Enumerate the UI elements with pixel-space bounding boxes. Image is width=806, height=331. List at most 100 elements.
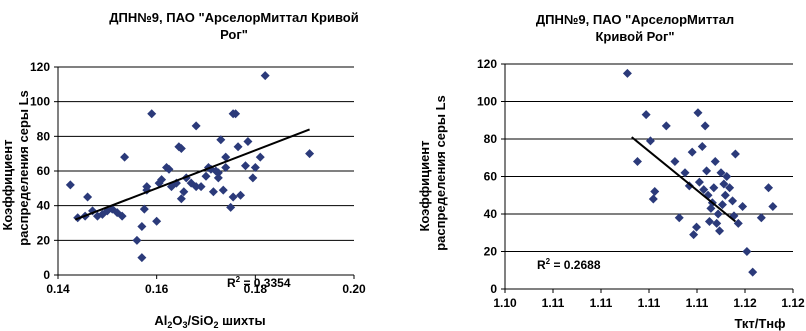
data-point	[712, 218, 722, 228]
data-point	[728, 196, 738, 206]
data-point	[260, 71, 270, 81]
data-point	[674, 213, 684, 223]
data-point	[693, 108, 703, 118]
data-point	[137, 221, 147, 231]
data-point	[645, 136, 655, 146]
chart-2-ylabel-line-2: распределения серы Ls	[433, 95, 448, 251]
data-point	[201, 171, 211, 181]
chart-1-r2-label: R2 = 0.3354	[227, 275, 291, 290]
data-point	[700, 121, 710, 131]
y-tick-label: 40	[37, 199, 51, 213]
y-tick-label: 100	[477, 95, 497, 109]
xlabel-sub: 3	[182, 320, 187, 330]
data-point	[641, 110, 651, 120]
x-tick-label: 0.14	[46, 282, 70, 296]
data-point	[692, 222, 702, 232]
r2-prefix: R	[227, 276, 236, 290]
data-point	[650, 187, 660, 196]
data-point	[725, 183, 735, 193]
data-point	[697, 142, 707, 151]
chart-1: ДПН№9, ПАО "АрселорМиттал Кривой Рог" Ко…	[0, 10, 366, 330]
y-tick-label: 20	[37, 233, 51, 247]
data-point	[240, 161, 250, 171]
xlabel-sub: 2	[214, 320, 219, 330]
data-point	[191, 182, 201, 192]
y-tick-label: 80	[37, 129, 51, 143]
data-point	[717, 200, 727, 210]
data-point	[213, 173, 223, 183]
data-point	[236, 190, 246, 200]
data-point	[768, 202, 778, 211]
y-tick-label: 40	[484, 207, 498, 221]
data-point	[164, 164, 174, 174]
y-tick-label: 120	[30, 60, 50, 74]
data-point	[226, 202, 236, 212]
data-point	[191, 121, 201, 131]
chart-1-title-line-1: ДПН№9, ПАО "АрселорМиттал Кривой	[109, 10, 358, 25]
data-point	[689, 230, 699, 240]
data-point	[305, 149, 315, 159]
r2-sup: 2	[546, 257, 551, 266]
data-point	[710, 157, 720, 166]
x-tick-label: 1.12	[733, 296, 757, 310]
data-point	[248, 173, 258, 183]
data-point	[137, 253, 147, 263]
chart-1-title-line-2: Рог"	[220, 27, 248, 42]
data-point	[216, 135, 226, 145]
trendline	[631, 136, 737, 223]
y-tick-label: 100	[30, 95, 50, 109]
xlabel-part: Al	[154, 313, 167, 328]
r2-prefix: R	[537, 258, 546, 272]
data-point	[132, 235, 142, 245]
chart-1-ylabel-line-1: Коэффициент	[0, 139, 15, 230]
data-point	[715, 226, 725, 236]
xlabel-part: шихты	[219, 313, 266, 328]
data-point	[157, 175, 167, 185]
data-point	[709, 183, 719, 193]
chart-2-title-line-1: ДПН№9, ПАО "АрселорМиттал	[536, 12, 734, 27]
chart-2: ДПН№9, ПАО "АрселорМиттал Кривой Рог" Ко…	[417, 12, 805, 331]
data-point	[208, 187, 218, 197]
chart-1-xlabel: Al2O3/SiO2 шихты	[154, 313, 265, 330]
x-tick-label: 1.10	[493, 296, 517, 310]
data-point	[716, 168, 726, 178]
chart-2-title-line-2: Кривой Рог"	[595, 29, 674, 44]
data-point	[661, 121, 671, 131]
data-point	[218, 185, 228, 195]
x-tick-label: 1.11	[542, 296, 565, 310]
data-point	[720, 190, 730, 200]
y-tick-label: 0	[43, 268, 50, 282]
data-point	[221, 163, 231, 173]
y-tick-label: 60	[37, 164, 51, 178]
data-point	[152, 216, 162, 226]
y-tick-label: 0	[490, 282, 497, 296]
data-point	[622, 68, 632, 78]
chart-2-plot-area: 0 20 40 60 80 100 120 1.10 1.11 1.11 1.11 1.11 1.12 1…	[477, 57, 805, 310]
data-point	[255, 152, 265, 162]
x-tick-label: 0.20	[342, 282, 366, 296]
x-tick-label: 1.11	[590, 296, 613, 310]
data-point	[233, 142, 243, 152]
data-point	[722, 172, 732, 181]
data-point	[250, 163, 260, 173]
data-point	[83, 192, 93, 202]
data-point	[243, 137, 253, 147]
chart-2-xlabel: Ткт/Тнф	[734, 316, 785, 331]
x-tick-label: 0.18	[244, 282, 268, 296]
data-point	[142, 182, 152, 192]
data-point	[702, 166, 712, 176]
data-point	[176, 143, 186, 153]
data-point	[719, 179, 729, 189]
xlabel-part: O	[172, 313, 182, 328]
data-point	[632, 157, 642, 166]
data-point	[196, 182, 206, 192]
data-point	[228, 192, 238, 202]
y-tick-label: 60	[484, 170, 498, 184]
r2-value: = 0.2688	[550, 258, 601, 272]
data-point	[117, 211, 127, 221]
data-point	[730, 149, 740, 159]
r2-sup: 2	[236, 275, 241, 284]
data-point	[213, 168, 223, 178]
data-point	[176, 194, 186, 204]
